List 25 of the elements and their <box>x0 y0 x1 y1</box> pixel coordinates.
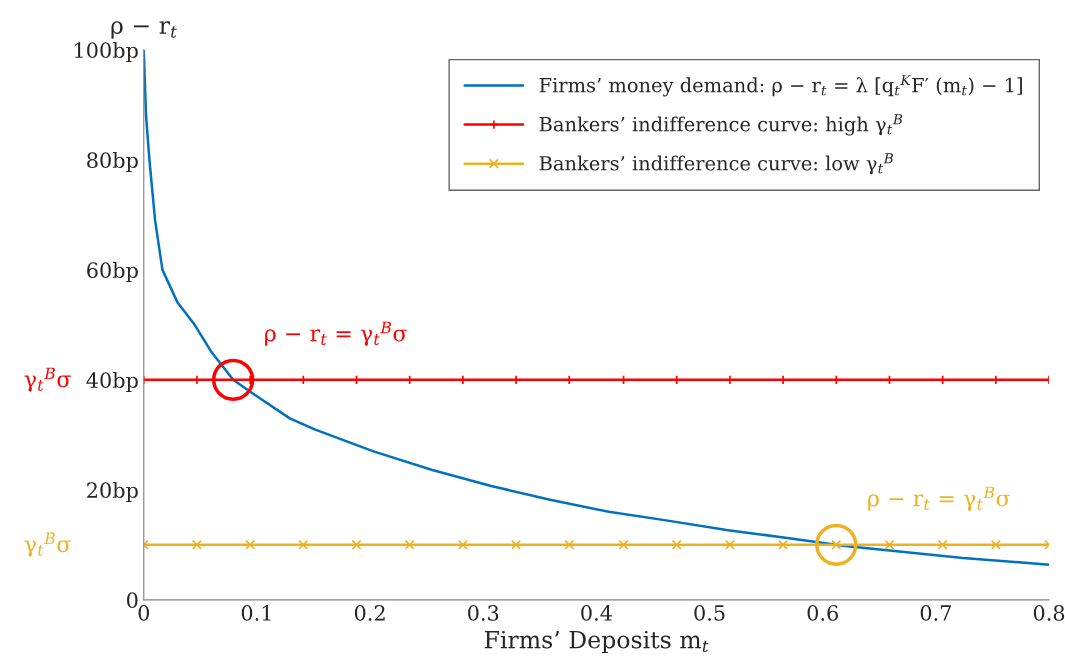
annotation: ρ − r$_{t}$ = γ$_{t}$$^{B}$σ <box>265 321 407 346</box>
annotation: ρ − r$_{t}$ = γ$_{t}$$^{B}$σ <box>868 486 1011 511</box>
x-tick-label: 0.3 <box>468 605 499 621</box>
y-axis-title: ρ − r$_{t}$ <box>111 21 177 39</box>
legend-label: Firms’ money demand: ρ − r$_{t}$ = λ [q$_{t}$$^{K}$F′ (m$_{t}$) − 1] <box>539 75 1022 97</box>
y-tick-label: 20bp <box>87 481 138 503</box>
legend-label: Bankers’ indifference curve: high γ$_{t}$$^{B}$ <box>539 114 903 136</box>
x-tick-label: 0.8 <box>1033 605 1065 621</box>
y-tick-label: 60bp <box>87 261 138 283</box>
x-tick-label: 0.1 <box>241 605 271 621</box>
legend-label: Bankers’ indifference curve: low γ$_{t}$$^{B}$ <box>539 153 894 175</box>
y-tick-label: 40bp <box>86 371 138 393</box>
x-tick-label: 0.5 <box>694 605 725 621</box>
x-tick-label: 0.4 <box>581 605 612 621</box>
x-tick-label: 0.7 <box>920 605 951 621</box>
y-tick-label: 100bp <box>75 41 138 63</box>
text: γ$_{t}$$^{B}$σ <box>24 367 71 392</box>
text: γ$_{t}$$^{B}$σ <box>24 532 71 557</box>
y-tick-label: 80bp <box>87 151 138 173</box>
x-axis-title: Firms’ Deposits m$_{t}$ <box>484 630 709 654</box>
x-tick-label: 0.2 <box>354 605 385 621</box>
x-tick-label: 0 <box>138 605 150 621</box>
x-tick-label: 0.6 <box>807 605 838 621</box>
line-series <box>143 49 1050 566</box>
y-tick-label: 0 <box>127 592 138 609</box>
